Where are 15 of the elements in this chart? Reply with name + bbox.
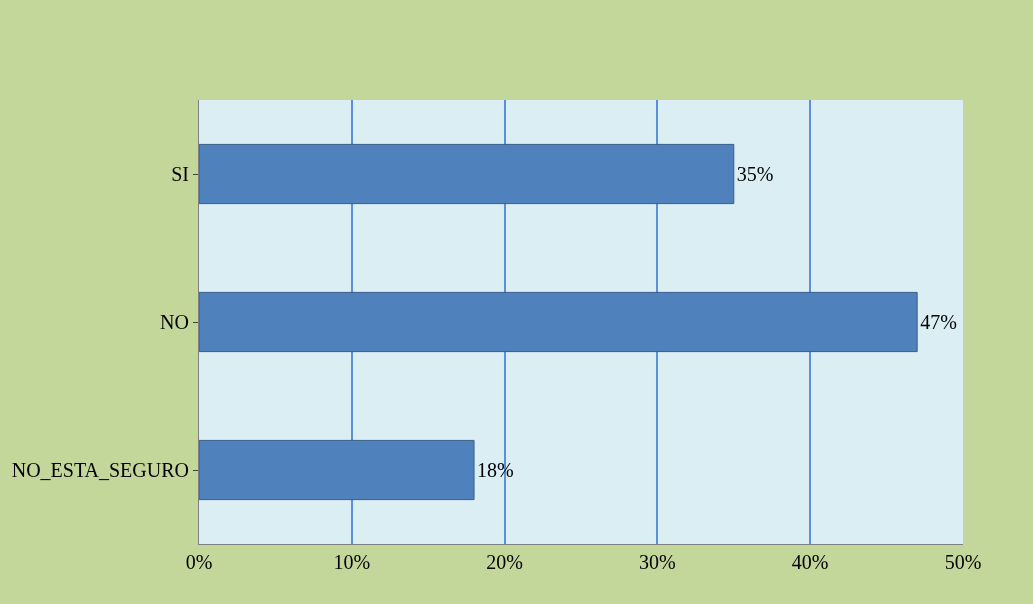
x-tick-label: 40% bbox=[791, 551, 829, 573]
data-label: 35% bbox=[736, 163, 774, 185]
x-tick-label: 10% bbox=[333, 551, 371, 573]
y-tick-label: SI bbox=[171, 163, 189, 185]
x-tick-label: 30% bbox=[639, 551, 676, 573]
y-tick-label: NO_ESTA_SEGURO bbox=[11, 459, 189, 481]
data-label: 18% bbox=[477, 459, 514, 481]
x-tick-label: 20% bbox=[486, 551, 523, 573]
y-tick-label: NO bbox=[160, 311, 189, 333]
x-tick-label: 0% bbox=[185, 551, 213, 573]
x-tick-label: 50% bbox=[944, 551, 982, 573]
bar bbox=[199, 439, 475, 501]
bar bbox=[199, 143, 735, 205]
data-label: 47% bbox=[920, 311, 957, 333]
bar bbox=[199, 291, 918, 353]
